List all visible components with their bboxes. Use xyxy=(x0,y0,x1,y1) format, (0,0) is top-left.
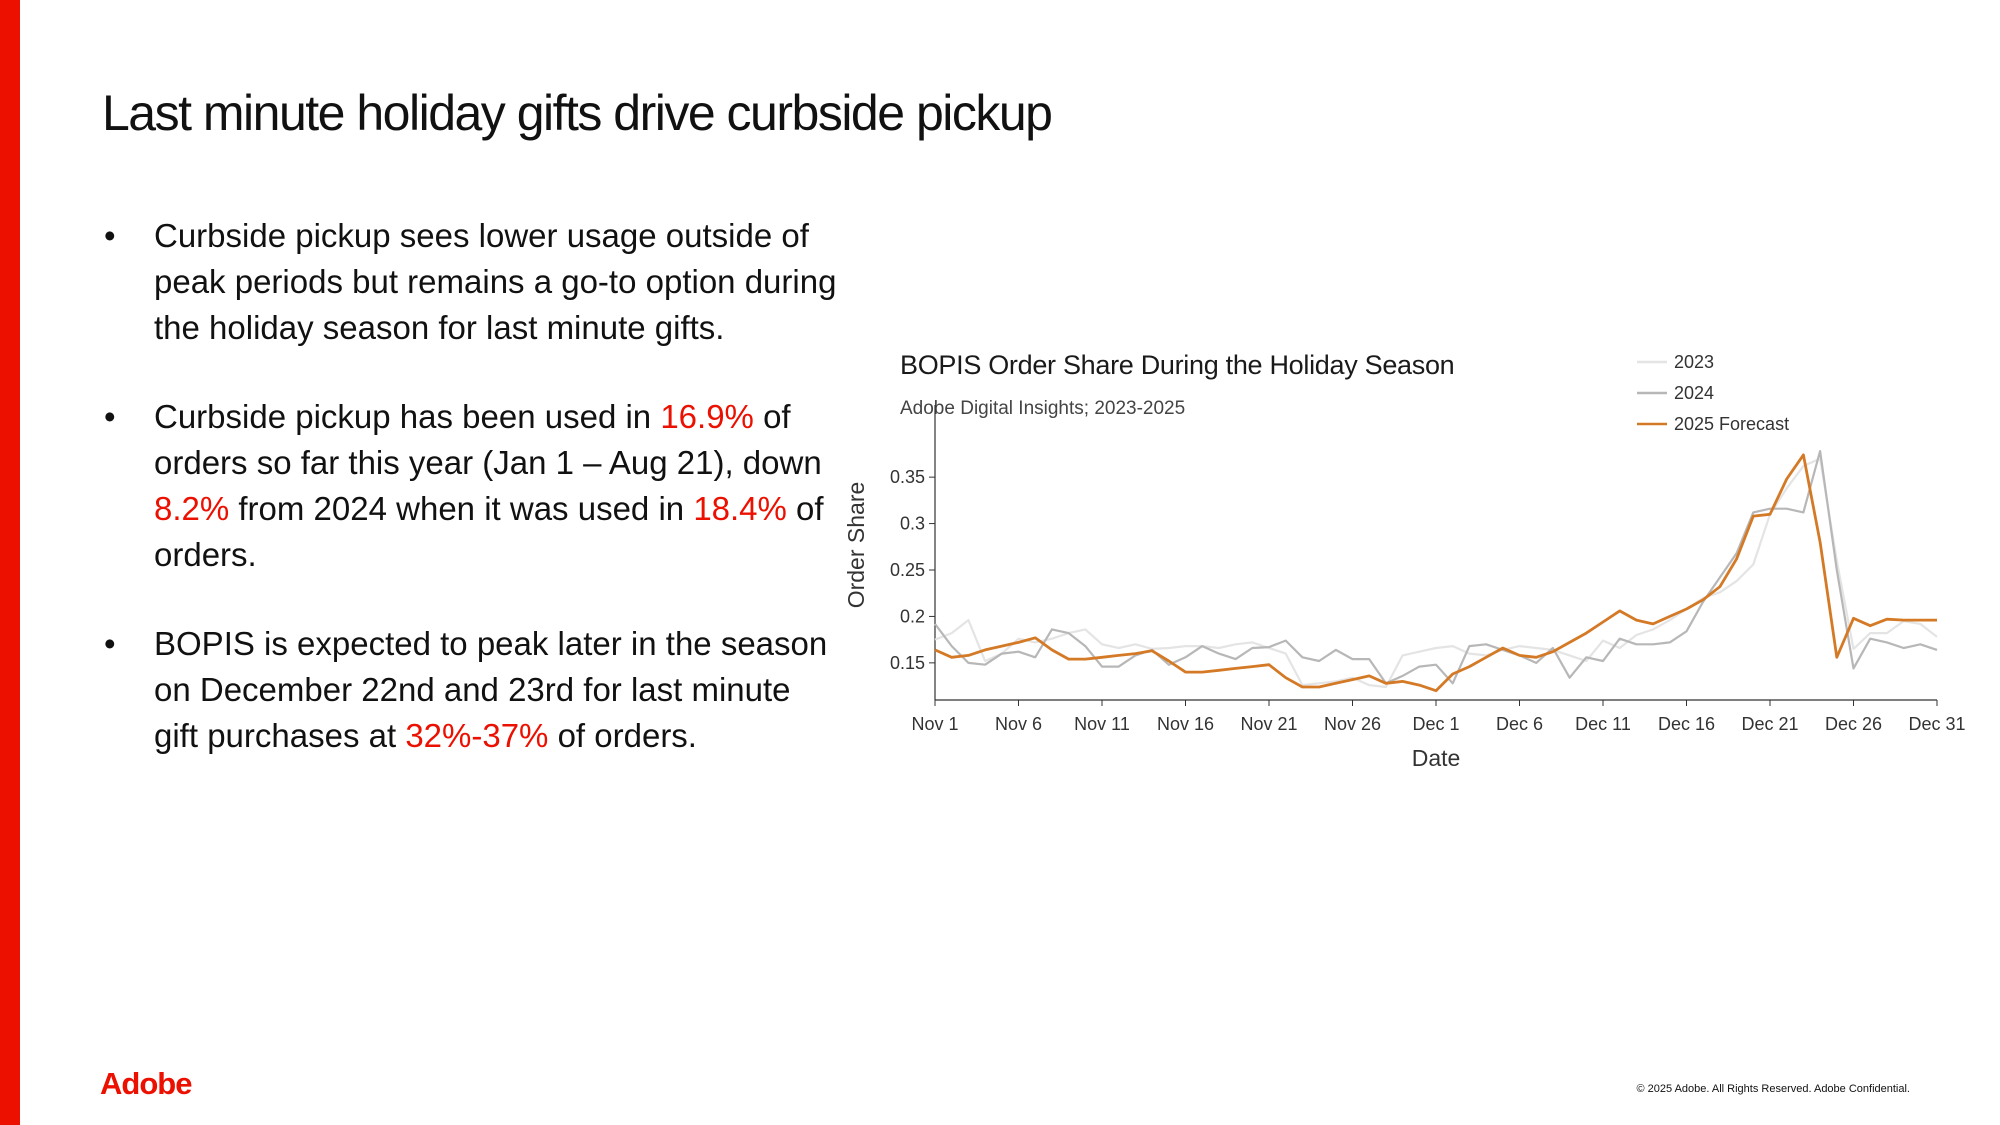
x-tick-label: Dec 6 xyxy=(1496,714,1543,734)
highlight-stat: 8.2% xyxy=(154,490,230,527)
highlight-stat: 32%-37% xyxy=(405,717,549,754)
x-tick-label: Nov 6 xyxy=(995,714,1042,734)
bullet-marker: • xyxy=(104,398,116,435)
bullet-list: • Curbside pickup sees lower usage outsi… xyxy=(100,213,840,802)
bopis-line-chart: BOPIS Order Share During the Holiday Sea… xyxy=(843,350,1966,771)
bullet-text: Curbside pickup has been used in 16.9% o… xyxy=(154,398,824,573)
bullet-text: Curbside pickup sees lower usage outside… xyxy=(154,217,836,346)
series-line-3 xyxy=(934,453,1937,693)
chart-title: BOPIS Order Share During the Holiday Sea… xyxy=(900,350,1454,380)
x-tick-label: Dec 21 xyxy=(1741,714,1798,734)
x-tick-label: Nov 21 xyxy=(1240,714,1297,734)
chart-series xyxy=(934,449,1938,693)
y-tick-label: 0.2 xyxy=(900,606,925,626)
x-axis-label: Date xyxy=(1412,745,1461,771)
series-line-2 xyxy=(934,449,1938,685)
legend-label: 2025 Forecast xyxy=(1674,414,1789,434)
y-tick-label: 0.3 xyxy=(900,514,925,534)
bullet-marker: • xyxy=(104,625,116,662)
slide-title: Last minute holiday gifts drive curbside… xyxy=(102,85,1053,141)
bullet-segment: from 2024 when it was used in xyxy=(229,490,694,527)
chart-axes: 0.15 0.2 0.25 0.3 0.35 Nov 1 Nov 6 Nov 11 Nov 16… xyxy=(890,405,1966,734)
x-tick-label: Nov 11 xyxy=(1074,714,1130,734)
legend-label: 2024 xyxy=(1674,383,1714,403)
chart-legend: 2023 2024 2025 Forecast xyxy=(1637,352,1789,434)
brand-accent-bar xyxy=(0,0,20,1125)
x-tick-label: Dec 16 xyxy=(1658,714,1715,734)
bullet-2: • Curbside pickup has been used in 16.9%… xyxy=(100,394,840,578)
bullet-segment: of orders. xyxy=(154,490,824,573)
bullet-marker: • xyxy=(104,217,116,254)
bullet-segment: of orders. xyxy=(548,717,697,754)
highlight-stat: 18.4% xyxy=(693,490,787,527)
x-tick-label: Dec 1 xyxy=(1412,714,1459,734)
bullet-segment: Curbside pickup sees lower usage outside… xyxy=(154,217,837,346)
x-tick-label: Nov 1 xyxy=(911,714,958,734)
x-tick-label: Dec 31 xyxy=(1908,714,1965,734)
copyright-note: © 2025 Adobe. All Rights Reserved. Adobe… xyxy=(1636,1083,1910,1095)
bullet-segment: Curbside pickup has been used in xyxy=(154,398,661,435)
x-tick-label: Nov 16 xyxy=(1157,714,1214,734)
bullet-3: • BOPIS is expected to peak later in the… xyxy=(100,621,840,759)
bullet-1: • Curbside pickup sees lower usage outsi… xyxy=(100,213,840,351)
x-tick-label: Dec 11 xyxy=(1575,714,1631,734)
legend-label: 2023 xyxy=(1674,352,1714,372)
y-tick-label: 0.25 xyxy=(890,560,925,580)
adobe-logo: Adobe xyxy=(100,1066,192,1101)
y-tick-label: 0.15 xyxy=(890,653,925,673)
x-tick-label: Nov 26 xyxy=(1324,714,1381,734)
y-axis-label: Order Share xyxy=(843,482,869,609)
series-line-1 xyxy=(934,457,1938,689)
y-tick-label: 0.35 xyxy=(890,467,925,487)
highlight-stat: 16.9% xyxy=(660,398,754,435)
bullet-text: BOPIS is expected to peak later in the s… xyxy=(154,625,827,754)
bullet-segment: of orders so far this year (Jan 1 – Aug … xyxy=(154,398,822,481)
bullet-segment: BOPIS is expected to peak later in the s… xyxy=(154,625,828,754)
chart-subtitle: Adobe Digital Insights; 2023-2025 xyxy=(900,398,1185,419)
x-tick-label: Dec 26 xyxy=(1825,714,1882,734)
